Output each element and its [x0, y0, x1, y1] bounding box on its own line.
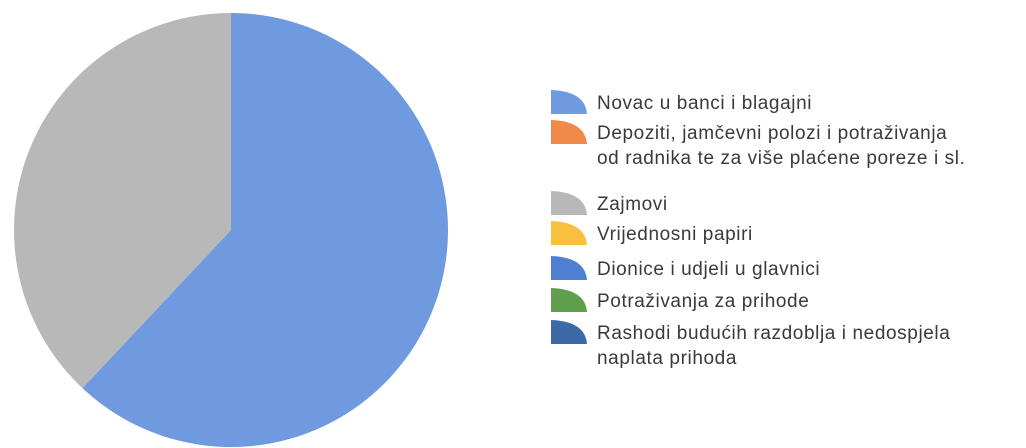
legend-label-5: Dionice i udjeli u glavnici [597, 259, 820, 280]
legend-label-1: Novac u banci i blagajni [597, 93, 812, 114]
legend-label-7: Rashodi budućih razdoblja i nedospjela na… [597, 323, 950, 369]
legend-label-3: Zajmovi [597, 194, 668, 215]
pie-slice-1 [82, 13, 449, 447]
pie-slices [14, 13, 449, 447]
legend-swatch-5 [551, 256, 587, 280]
legend-swatch-2 [551, 120, 587, 144]
legend: Novac u banci i blagajni Depoziti, jamčev… [551, 90, 965, 369]
legend-swatch-3 [551, 191, 587, 215]
pie-slice-3 [14, 13, 232, 389]
legend-swatch-4 [551, 221, 587, 245]
legend-swatch-1 [551, 90, 587, 114]
legend-swatch-7 [551, 320, 587, 344]
legend-label-4: Vrijednosni papiri [597, 224, 753, 245]
legend-swatch-6 [551, 288, 587, 312]
legend-label-2: Depoziti, jamčevni polozi i potraživanja… [597, 123, 965, 169]
legend-label-6: Potraživanja za prihode [597, 291, 809, 312]
